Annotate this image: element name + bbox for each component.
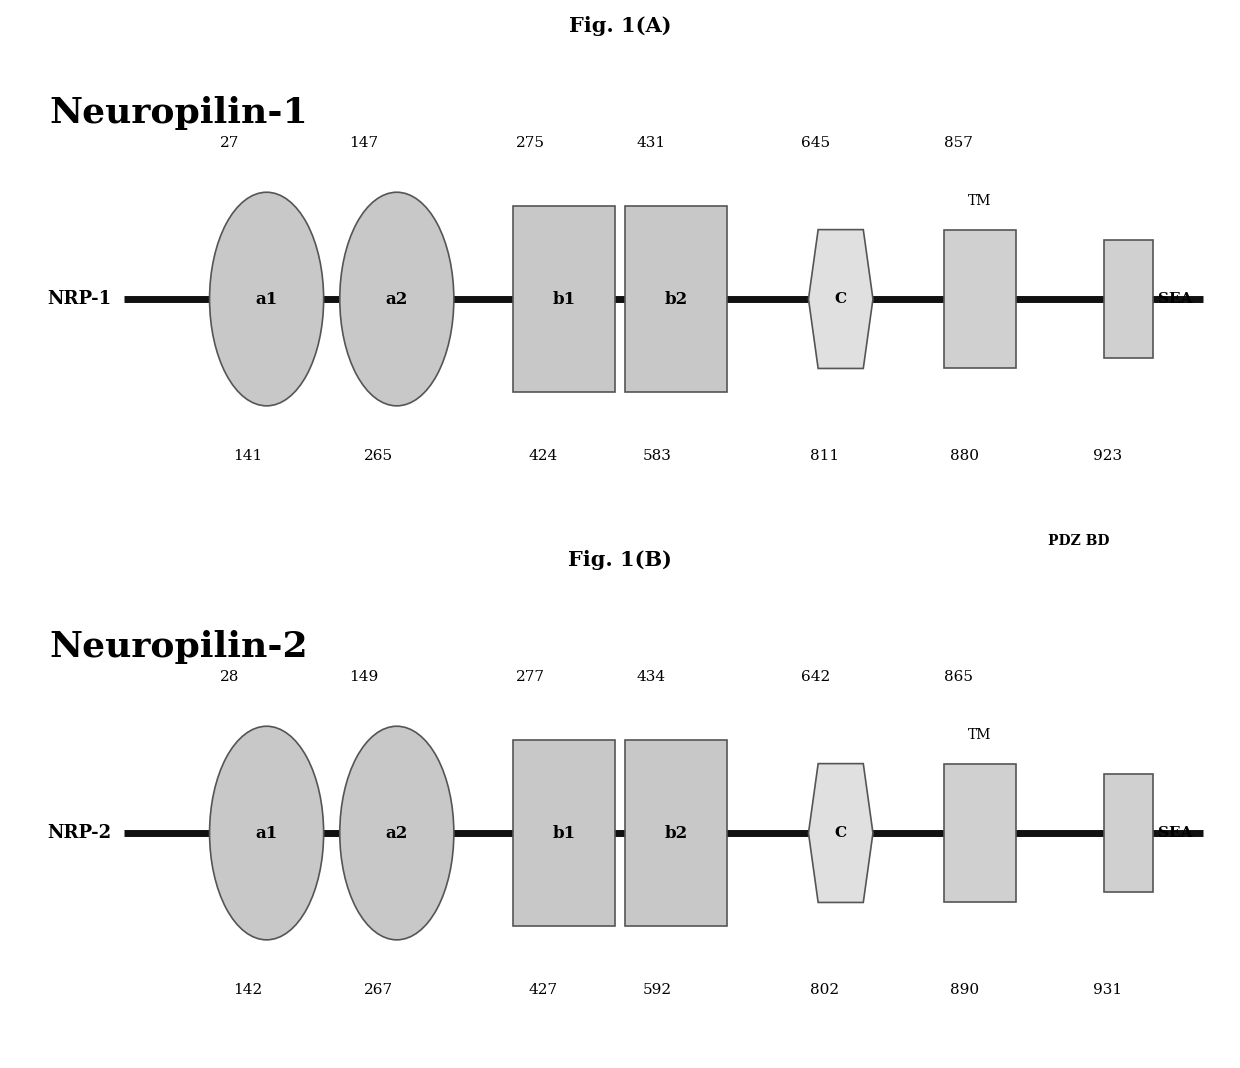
- Text: C: C: [835, 292, 847, 307]
- FancyBboxPatch shape: [944, 230, 1016, 368]
- Text: 931: 931: [1092, 983, 1122, 996]
- Text: 28: 28: [219, 670, 239, 684]
- FancyBboxPatch shape: [625, 205, 727, 393]
- Text: Fig. 1(A): Fig. 1(A): [569, 16, 671, 36]
- Text: 890: 890: [950, 983, 980, 996]
- Text: 802: 802: [810, 983, 839, 996]
- Ellipse shape: [210, 726, 324, 940]
- Ellipse shape: [340, 192, 454, 406]
- Text: PDZ BD: PDZ BD: [1048, 534, 1110, 548]
- FancyBboxPatch shape: [513, 205, 615, 393]
- Text: a2: a2: [386, 824, 408, 842]
- Text: SEA: SEA: [1158, 292, 1193, 307]
- Text: NRP-1: NRP-1: [47, 290, 112, 308]
- FancyBboxPatch shape: [1104, 240, 1153, 358]
- Text: b2: b2: [665, 824, 687, 842]
- Text: Neuropilin-2: Neuropilin-2: [50, 630, 309, 664]
- Polygon shape: [808, 230, 873, 368]
- Text: 275: 275: [516, 136, 546, 150]
- Text: 923: 923: [1092, 449, 1122, 462]
- Text: 857: 857: [944, 136, 973, 150]
- Text: Fig. 1(B): Fig. 1(B): [568, 550, 672, 570]
- Text: NRP-2: NRP-2: [47, 824, 112, 842]
- Text: 265: 265: [363, 449, 393, 462]
- Text: 424: 424: [528, 449, 558, 462]
- FancyBboxPatch shape: [944, 764, 1016, 902]
- Text: 149: 149: [348, 670, 378, 684]
- Text: a2: a2: [386, 290, 408, 308]
- Text: Neuropilin-1: Neuropilin-1: [50, 96, 309, 130]
- Text: a1: a1: [255, 290, 278, 308]
- Text: C: C: [835, 826, 847, 841]
- Ellipse shape: [210, 192, 324, 406]
- Text: 811: 811: [810, 449, 839, 462]
- Text: 865: 865: [944, 670, 973, 684]
- Text: b1: b1: [553, 824, 575, 842]
- Text: 592: 592: [642, 983, 672, 996]
- Text: b1: b1: [553, 290, 575, 308]
- Text: TM: TM: [968, 194, 991, 208]
- Text: 642: 642: [801, 670, 831, 684]
- Text: 427: 427: [528, 983, 558, 996]
- Text: a1: a1: [255, 824, 278, 842]
- FancyBboxPatch shape: [1104, 774, 1153, 892]
- Text: 645: 645: [801, 136, 831, 150]
- FancyBboxPatch shape: [513, 739, 615, 926]
- Text: 142: 142: [233, 983, 263, 996]
- Text: 434: 434: [636, 670, 666, 684]
- Text: 583: 583: [642, 449, 672, 462]
- Text: b2: b2: [665, 290, 687, 308]
- Text: 277: 277: [516, 670, 546, 684]
- Text: 880: 880: [950, 449, 980, 462]
- Text: 431: 431: [636, 136, 666, 150]
- Text: SEA: SEA: [1158, 826, 1193, 841]
- Text: TM: TM: [968, 728, 991, 742]
- Text: 147: 147: [348, 136, 378, 150]
- Ellipse shape: [340, 726, 454, 940]
- FancyBboxPatch shape: [625, 739, 727, 926]
- Polygon shape: [808, 764, 873, 902]
- Text: 27: 27: [219, 136, 239, 150]
- Text: 267: 267: [363, 983, 393, 996]
- Text: 141: 141: [233, 449, 263, 462]
